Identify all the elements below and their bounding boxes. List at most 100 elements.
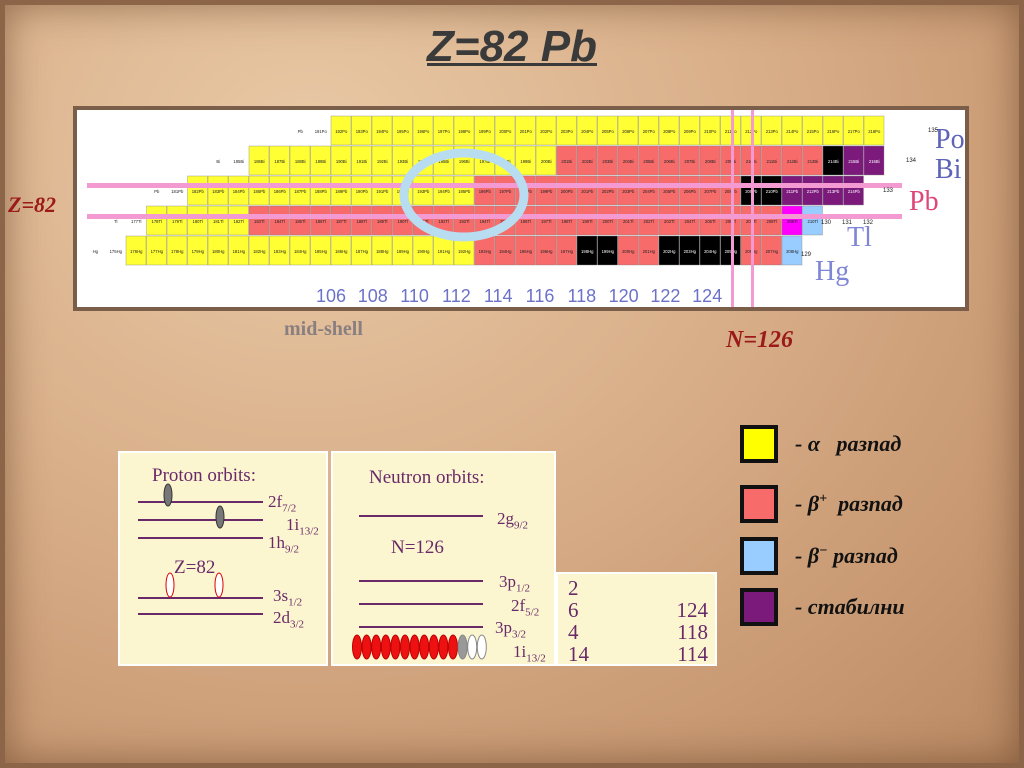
nuclide-cell	[658, 145, 680, 176]
nuclide-label: 201Hg	[643, 249, 656, 254]
axis-number: 122	[650, 286, 680, 306]
nuclide-cell	[494, 235, 516, 266]
axis-number: 120	[609, 286, 639, 306]
nuclide-label: 189Hg	[397, 249, 410, 254]
nuclide-cell	[720, 205, 741, 236]
nuclide-label: 205Pb	[663, 189, 676, 194]
nuclide-cell	[843, 145, 864, 176]
proton-orbit-1h: 1h9/2	[268, 533, 300, 556]
nuclide-label: 200Po	[499, 129, 512, 134]
legend-swatch-alpha	[740, 425, 778, 463]
proton-orbit-3s: 3s1/2	[273, 586, 303, 609]
nuclide-cell	[576, 205, 598, 236]
nuclide-chart: Pb 191Po 192Po 193Po 194Po 195Po 196Po 197Po 198…	[73, 106, 969, 311]
nuclide-label: 182Hg	[253, 249, 266, 254]
nuclide-label: 207Bi	[684, 159, 695, 164]
nuclide-cell	[166, 205, 188, 236]
nuclide-label: 183Pb	[212, 189, 225, 194]
nuclide-cell	[515, 145, 536, 176]
nuclide-label: 203Pb	[622, 189, 635, 194]
nuclide-label: 199Bi	[520, 159, 531, 164]
nuclide-label: 192Bi	[377, 159, 388, 164]
neutron-number-label: 129	[801, 252, 812, 258]
nuclide-label: 184Pb	[233, 189, 246, 194]
nuclide-cell	[453, 115, 475, 146]
nuclide-label: 178Tl	[152, 219, 163, 224]
nuclide-cell	[576, 235, 598, 266]
nuclide-cell	[330, 205, 352, 236]
nuclide-label: 195Hg	[520, 249, 533, 254]
n126-label: N=126	[726, 327, 794, 353]
neutron-number-label: 131	[842, 220, 853, 226]
nuclide-cell	[720, 115, 741, 146]
neutron-number-label: 133	[883, 188, 894, 194]
nuclide-cell	[576, 145, 598, 176]
axis-number: 110	[400, 286, 429, 306]
nuclide-label: 201Bi	[561, 159, 572, 164]
proton-z-label: Z=82	[174, 557, 216, 578]
neutron-particle	[352, 634, 362, 660]
nuclide-cell	[535, 145, 557, 176]
nuclide-cell	[720, 235, 741, 266]
nuclide-cell	[617, 145, 639, 176]
nuclide-label: 195Po	[397, 129, 410, 134]
nuclide-label: 199Pb	[540, 189, 553, 194]
nuclide-label: 187Pb	[294, 189, 307, 194]
nuclide-label: 197Tl	[541, 219, 552, 224]
nuclide-cell	[535, 205, 557, 236]
nuclide-label: 203Po	[561, 129, 574, 134]
element-label: Hg	[815, 256, 849, 287]
nuclide-cell	[351, 145, 372, 176]
legend-text-beta-minus: - β− разпад	[795, 543, 898, 568]
nuclide-cell	[699, 115, 721, 146]
legend-text-beta-plus: - β+ разпад	[795, 491, 903, 516]
nuclide-label: 186Pb	[274, 189, 287, 194]
nuclide-label: 193Po	[356, 129, 369, 134]
nuclide-label: 190Tl	[398, 219, 409, 224]
nuclide-cell	[207, 235, 229, 266]
nuclide-label: 199Hg	[602, 249, 615, 254]
nuclide-cell	[351, 235, 372, 266]
nuclide-label: 203Hg	[684, 249, 697, 254]
proton-particle	[165, 572, 175, 598]
neutron-hole	[467, 634, 478, 660]
nuclide-label: 190Pb	[356, 189, 369, 194]
nuclide-label: 197Po	[438, 129, 451, 134]
nuclide-cell	[597, 115, 618, 146]
mid-shell-label: mid-shell	[284, 318, 363, 340]
nuclide-label: 185Bi	[233, 159, 244, 164]
nuclide-cell	[638, 115, 659, 146]
nuclide-cell	[617, 235, 639, 266]
nuclide-cell	[392, 145, 413, 176]
nuclide-label: 189Pb	[335, 189, 348, 194]
orbit-line	[138, 501, 263, 503]
n126-highlight-line	[731, 110, 734, 307]
neutron-particle	[409, 634, 420, 660]
nuclide-label: 216Bi	[869, 159, 880, 164]
proton-orbit-1i: 1i13/2	[286, 515, 319, 538]
proton-orbits-panel: Proton orbits: 2f7/2 1i13/2 1h9/2 Z=82 3…	[118, 451, 328, 666]
element-label: Po	[935, 124, 965, 155]
proton-heading: Proton orbits:	[152, 465, 256, 486]
nuclide-label: 203Bi	[602, 159, 613, 164]
nuclide-label: 205Po	[602, 129, 615, 134]
nuclide-label: 202Po	[540, 129, 553, 134]
nuclide-label: 187Hg	[356, 249, 369, 254]
nuclide-label: 214Po	[786, 129, 799, 134]
neutron-orbits-panel: Neutron orbits: 2g9/2 N=126 3p1/2 2f5/2 …	[331, 451, 556, 666]
nuclide-cell	[535, 235, 557, 266]
element-label: Pb	[909, 186, 939, 217]
proton-occupancy	[163, 483, 225, 598]
axis-number: 106	[316, 286, 346, 306]
nuclide-label: 194Tl	[480, 219, 491, 224]
nuclide-cell	[638, 205, 659, 236]
nuclide-label: 215Po	[807, 129, 820, 134]
proton-hole	[215, 505, 225, 529]
nuclide-cell	[371, 115, 393, 146]
legend-text-alpha: - α разпад	[795, 431, 902, 456]
nuclide-cell	[269, 205, 290, 236]
nuclide-cell	[310, 235, 331, 266]
nuclide-label: 211Bi	[767, 159, 777, 164]
neutron-particle	[419, 634, 430, 660]
nuclide-label: 183Tl	[254, 219, 265, 224]
